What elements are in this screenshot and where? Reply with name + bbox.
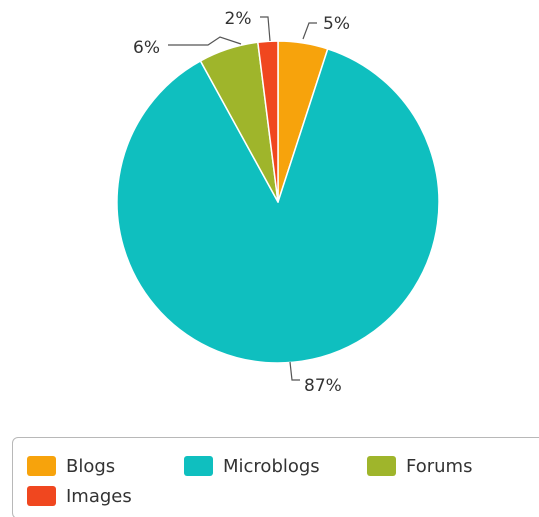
- pie-slice-images[interactable]: [257, 40, 279, 203]
- legend-swatch-images: [27, 486, 56, 506]
- legend-label-images: Images: [66, 485, 132, 507]
- label-connector-microblogs: [289, 361, 300, 381]
- legend-item-images[interactable]: Images: [27, 484, 132, 508]
- pie-chart: 5% 87% 6% 2%: [116, 9, 440, 396]
- legend-swatch-microblogs: [184, 456, 213, 476]
- legend: Blogs Microblogs Forums Images: [12, 437, 539, 517]
- legend-swatch-forums: [367, 456, 396, 476]
- data-label-blogs: 5%: [323, 14, 350, 34]
- label-connector-blogs: [302, 22, 317, 40]
- legend-swatch-blogs: [27, 456, 56, 476]
- label-connector-images: [260, 16, 271, 42]
- data-label-forums: 6%: [133, 38, 160, 58]
- legend-label-microblogs: Microblogs: [223, 455, 320, 477]
- legend-label-forums: Forums: [406, 455, 473, 477]
- pie-slice-microblogs[interactable]: [116, 48, 440, 364]
- data-label-images: 2%: [225, 9, 252, 29]
- legend-label-blogs: Blogs: [66, 455, 116, 477]
- label-connector-forums: [168, 36, 242, 46]
- legend-item-forums[interactable]: Forums: [367, 454, 472, 478]
- legend-item-blogs[interactable]: Blogs: [27, 454, 115, 478]
- legend-item-microblogs[interactable]: Microblogs: [184, 454, 320, 478]
- data-label-microblogs: 87%: [304, 376, 342, 396]
